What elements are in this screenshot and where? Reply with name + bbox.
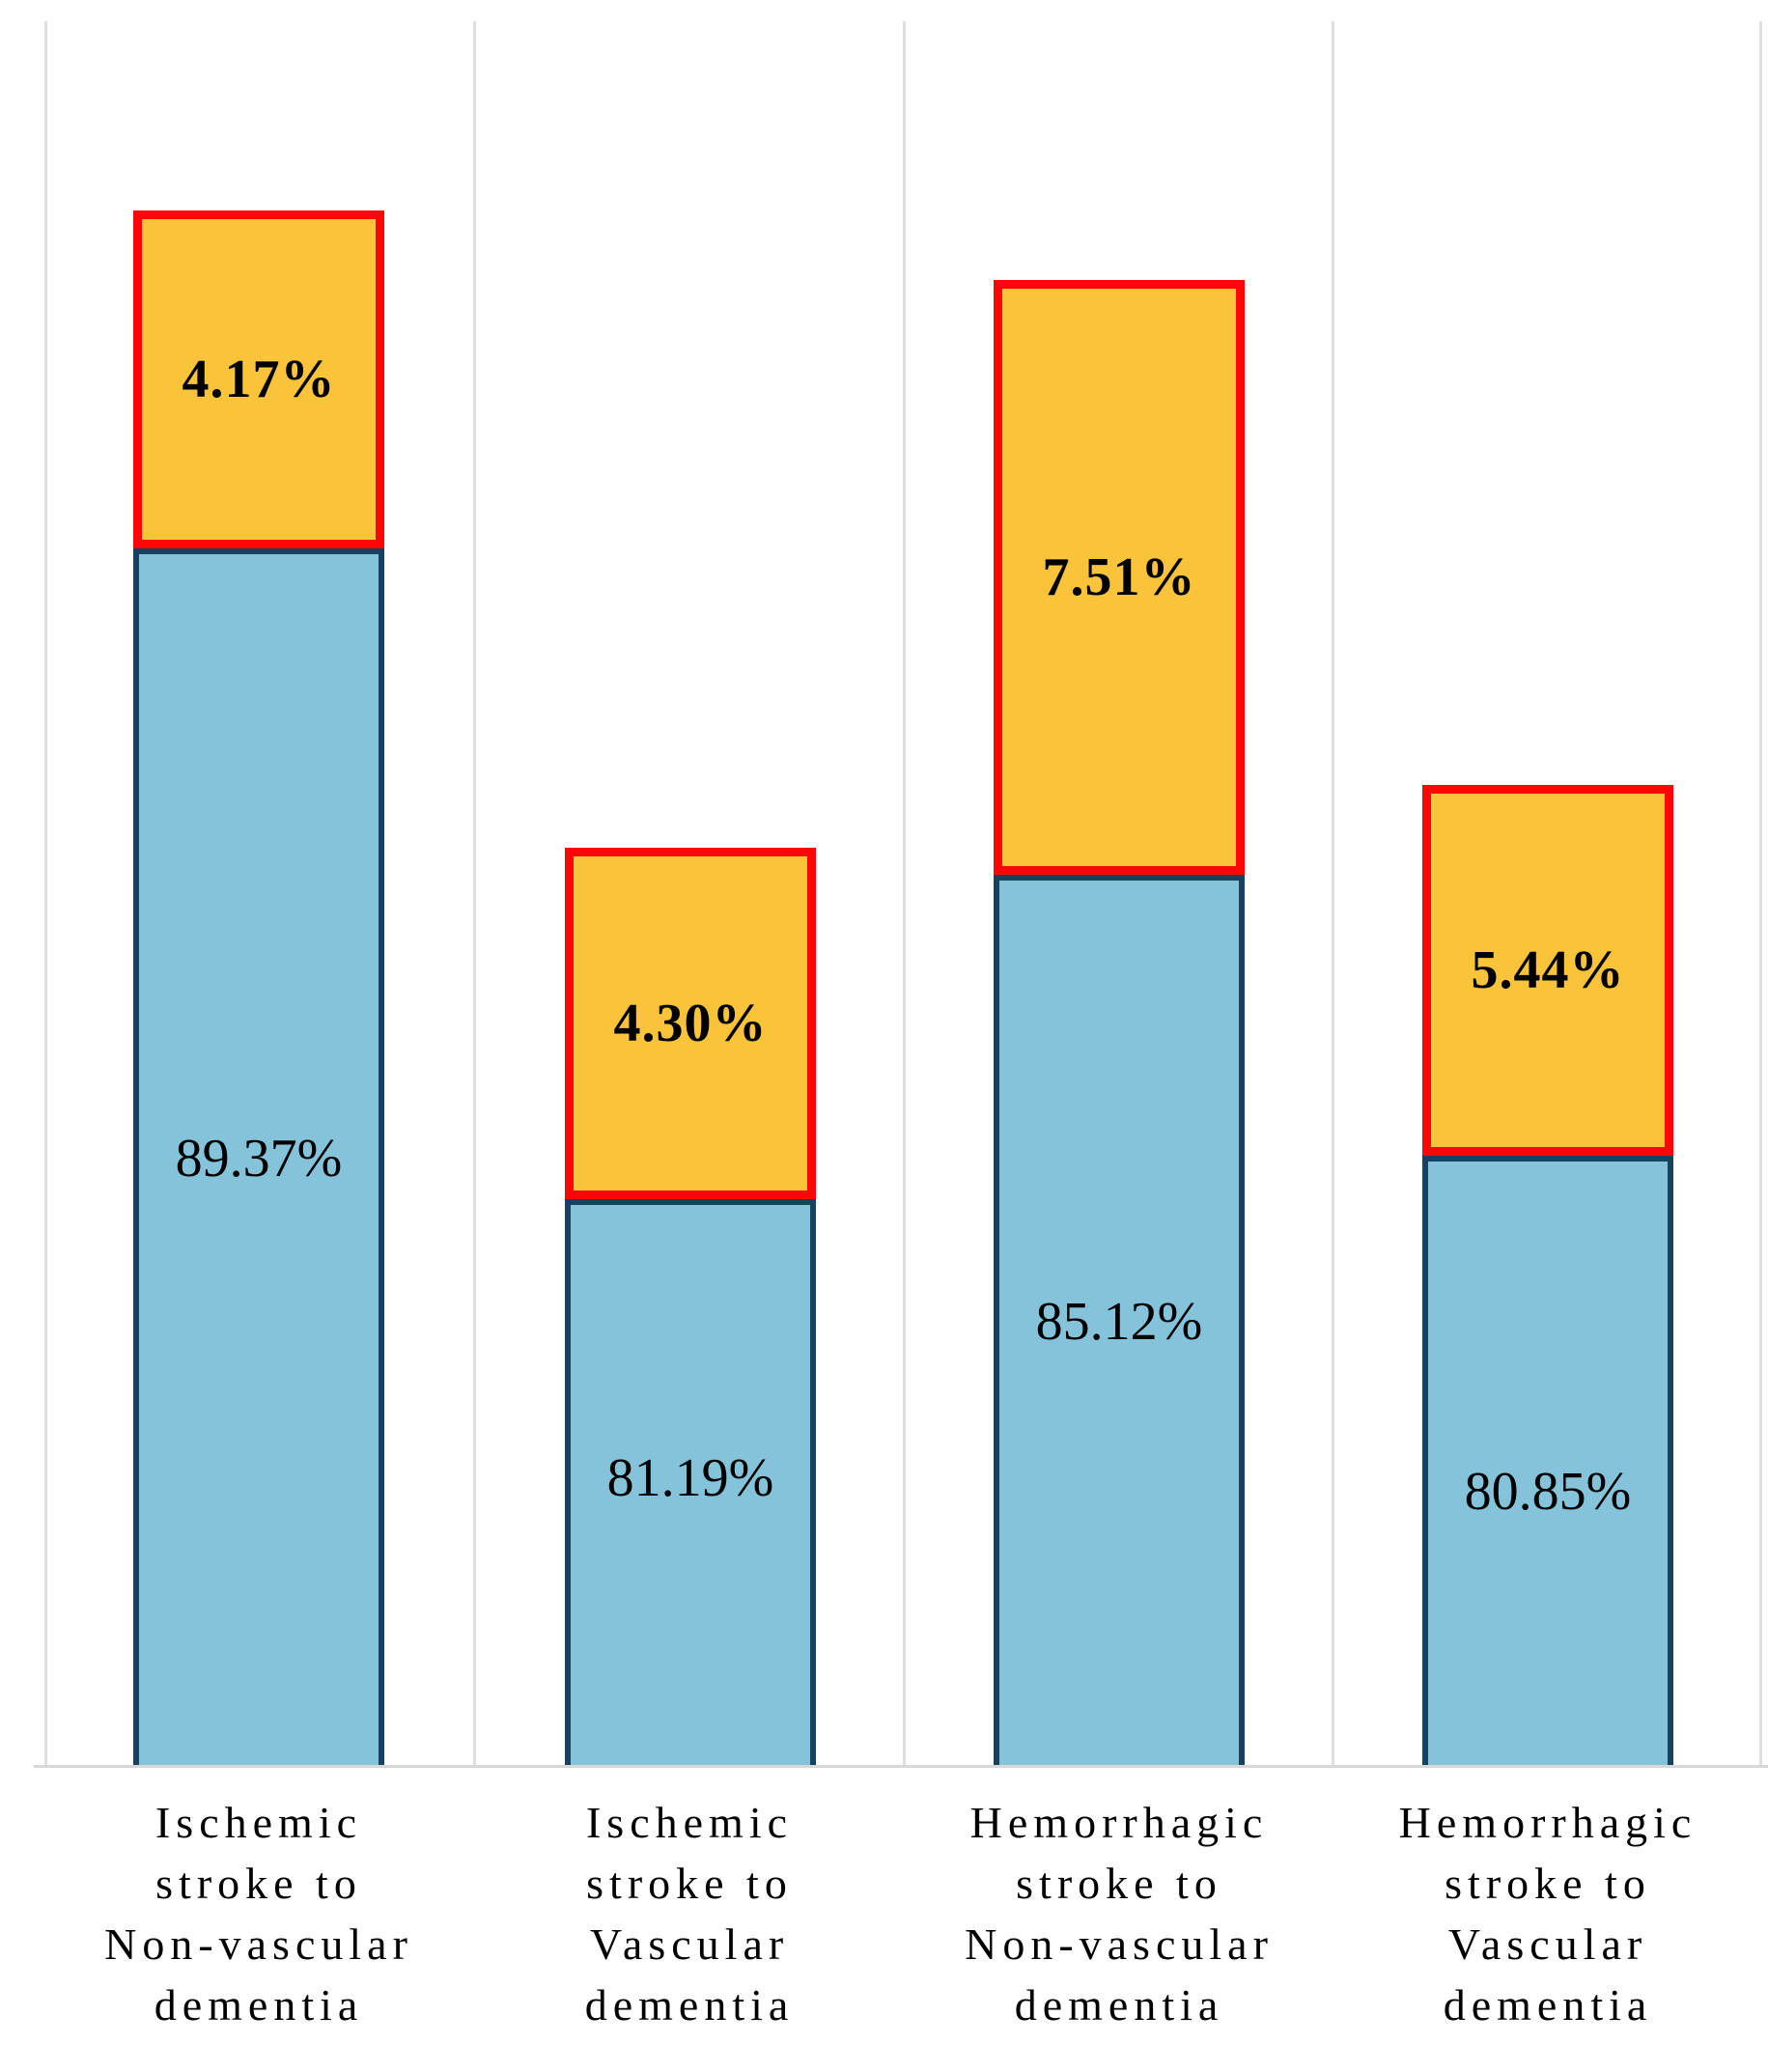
bar-4-blue-segment <box>1422 1156 1673 1765</box>
bar-2-orange-label: 4.30% <box>613 994 768 1053</box>
bar-2-blue-label: 81.19% <box>606 1448 774 1508</box>
bar-4-orange-label: 5.44% <box>1471 940 1625 1000</box>
bar-4-blue-label: 80.85% <box>1464 1462 1632 1522</box>
gridline <box>1759 21 1762 1765</box>
gridline <box>44 21 47 1765</box>
category-label-hemorrhagic-nonvascular: Hemorrhagic stroke to Non-vascular demen… <box>965 1798 1274 2030</box>
category-label-ischemic-nonvascular: Ischemic stroke to Non-vascular dementia <box>104 1798 413 2030</box>
bar-1-blue-segment <box>133 548 384 1765</box>
bar-1-orange-segment <box>133 210 384 548</box>
gridline <box>1332 21 1334 1765</box>
bar-3-blue-label: 85.12% <box>1035 1292 1203 1352</box>
bar-1-orange-label: 4.17% <box>182 350 336 409</box>
bar-3-blue-segment <box>994 875 1245 1765</box>
bar-3-orange-label: 7.51% <box>1042 547 1196 607</box>
bar-1-blue-label: 89.37% <box>175 1129 343 1189</box>
bar-2-blue-segment <box>565 1199 816 1765</box>
gridline <box>903 21 906 1765</box>
gridline <box>473 21 476 1765</box>
category-label-ischemic-vascular: Ischemic stroke to Vascular dementia <box>584 1798 795 2030</box>
x-axis-line <box>34 1765 1768 1768</box>
bar-3-orange-segment <box>994 280 1245 875</box>
bar-4-orange-segment <box>1422 785 1673 1156</box>
category-label-hemorrhagic-vascular: Hemorrhagic stroke to Vascular dementia <box>1398 1798 1698 2030</box>
bar-2-orange-segment <box>565 848 816 1199</box>
